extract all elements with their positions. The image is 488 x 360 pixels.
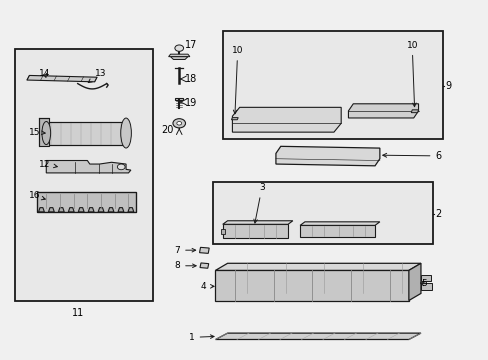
Polygon shape — [300, 225, 374, 237]
Text: 18: 18 — [184, 74, 197, 84]
Text: 14: 14 — [39, 69, 50, 78]
Polygon shape — [128, 208, 134, 212]
Polygon shape — [215, 270, 408, 301]
Text: 1: 1 — [188, 333, 214, 342]
Text: 4: 4 — [201, 282, 214, 291]
Polygon shape — [221, 229, 224, 234]
Polygon shape — [39, 208, 44, 212]
Polygon shape — [27, 76, 97, 82]
Circle shape — [117, 164, 125, 170]
Text: 16: 16 — [29, 192, 45, 201]
Polygon shape — [300, 222, 379, 225]
Polygon shape — [168, 54, 189, 57]
Polygon shape — [108, 208, 114, 212]
Polygon shape — [408, 263, 420, 301]
Polygon shape — [46, 122, 126, 145]
Polygon shape — [275, 146, 379, 166]
Polygon shape — [420, 283, 431, 290]
Text: 12: 12 — [39, 159, 57, 168]
Polygon shape — [410, 110, 418, 113]
Polygon shape — [348, 104, 418, 118]
Text: 13: 13 — [88, 69, 106, 82]
Polygon shape — [223, 221, 292, 224]
Text: 7: 7 — [174, 246, 195, 255]
Polygon shape — [215, 263, 420, 270]
Text: 10: 10 — [406, 41, 417, 107]
Polygon shape — [48, 208, 54, 212]
Ellipse shape — [121, 118, 131, 148]
Polygon shape — [118, 208, 123, 212]
Circle shape — [177, 122, 181, 125]
Polygon shape — [175, 98, 183, 100]
Polygon shape — [215, 333, 420, 339]
Bar — [223, 31, 442, 139]
Polygon shape — [170, 57, 187, 59]
Text: 11: 11 — [71, 308, 83, 318]
Polygon shape — [78, 208, 84, 212]
Circle shape — [173, 119, 185, 128]
Polygon shape — [37, 192, 136, 212]
Polygon shape — [58, 208, 64, 212]
Polygon shape — [223, 224, 287, 238]
Polygon shape — [88, 208, 94, 212]
Text: 19: 19 — [184, 98, 197, 108]
Text: 3: 3 — [253, 183, 264, 223]
Text: 5: 5 — [420, 279, 426, 288]
Polygon shape — [199, 247, 209, 253]
Bar — [15, 49, 152, 301]
Polygon shape — [98, 208, 104, 212]
Text: 20: 20 — [161, 125, 173, 135]
Polygon shape — [39, 118, 49, 146]
Bar — [213, 182, 432, 244]
Text: 9: 9 — [444, 81, 450, 91]
Text: 17: 17 — [184, 40, 197, 50]
Text: 6: 6 — [382, 151, 441, 161]
Polygon shape — [200, 263, 208, 268]
Polygon shape — [231, 118, 238, 120]
Ellipse shape — [42, 122, 51, 145]
Text: 15: 15 — [29, 128, 45, 137]
Circle shape — [175, 45, 183, 51]
Polygon shape — [68, 208, 74, 212]
Text: 10: 10 — [231, 46, 243, 114]
Polygon shape — [232, 107, 341, 132]
Text: 8: 8 — [174, 261, 196, 270]
Polygon shape — [420, 275, 430, 281]
Text: 2: 2 — [435, 209, 441, 219]
Polygon shape — [46, 161, 131, 173]
